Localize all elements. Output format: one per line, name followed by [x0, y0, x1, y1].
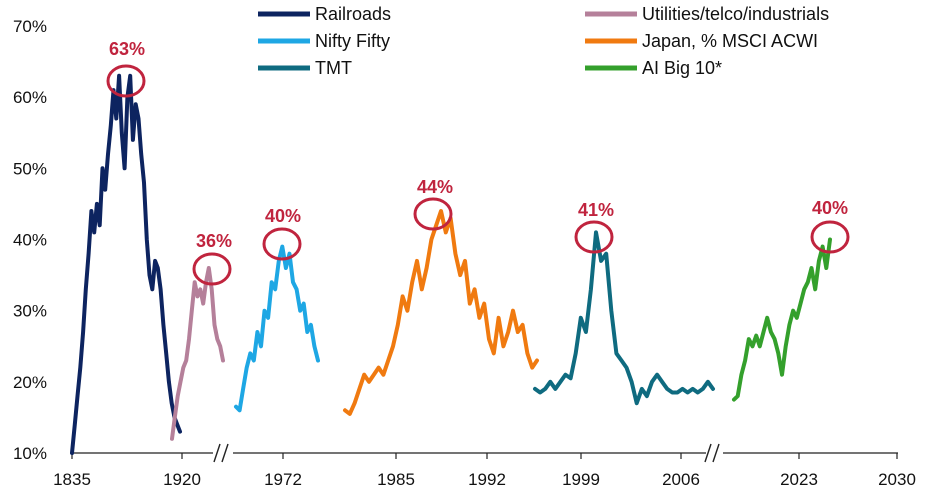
- x-tick-label: 1920: [163, 470, 201, 489]
- legend: Railroads Nifty Fifty TMT Utilities/telco/i…: [258, 4, 829, 78]
- y-tick-label: 40%: [13, 231, 47, 250]
- legend-label: TMT: [315, 58, 352, 78]
- peak-label: 41%: [578, 200, 614, 220]
- y-tick-label: 50%: [13, 159, 47, 178]
- series-line-japan-msci-acwi: [343, 209, 539, 416]
- x-tick-label: 2006: [662, 470, 700, 489]
- x-tick-label: 2023: [780, 470, 818, 489]
- legend-label: Utilities/telco/industrials: [642, 4, 829, 24]
- x-tick-label: 1972: [264, 470, 302, 489]
- legend-label: AI Big 10*: [642, 58, 722, 78]
- axis-break-mark: [213, 443, 221, 463]
- legend-label: Nifty Fifty: [315, 31, 390, 51]
- series-line-utilities-telco-industrials: [170, 266, 225, 441]
- peak-circle: [192, 252, 232, 286]
- x-tick-label: 1835: [53, 470, 91, 489]
- legend-label: Railroads: [315, 4, 391, 24]
- peak-label: 40%: [265, 206, 301, 226]
- x-tick-label: 2030: [878, 470, 916, 489]
- series-line-railroads: [70, 73, 182, 455]
- series-line-ai-big-10: [732, 237, 832, 402]
- y-tick-label: 20%: [13, 373, 47, 392]
- y-tick-label: 60%: [13, 88, 47, 107]
- y-tick-label: 10%: [13, 444, 47, 463]
- peak-circle: [413, 197, 453, 231]
- peak-circle: [574, 220, 614, 254]
- axis-break-mark: [712, 443, 720, 463]
- x-axis: 1835 1920 1972 1985 1992 1999 2006 2023 2030: [53, 443, 916, 489]
- x-tick-label: 1999: [562, 470, 600, 489]
- y-axis: 10% 20% 30% 40% 50% 60% 70%: [13, 17, 47, 463]
- x-tick-label: 1985: [377, 470, 415, 489]
- y-tick-label: 30%: [13, 302, 47, 321]
- peak-circle: [810, 220, 850, 254]
- legend-label: Japan, % MSCI ACWI: [642, 31, 818, 51]
- peak-circle: [262, 227, 302, 261]
- peak-label: 63%: [109, 39, 145, 59]
- peak-label: 40%: [812, 198, 848, 218]
- series-line-tmt: [533, 230, 715, 406]
- axis-break-mark: [221, 443, 229, 463]
- peak-label: 44%: [417, 177, 453, 197]
- axis-break-mark: [704, 443, 712, 463]
- series-line-nifty-fifty: [234, 244, 320, 413]
- peak-label: 36%: [196, 231, 232, 251]
- series-layer: 63% 36% 40% 44% 41% 40%: [70, 39, 850, 455]
- peak-circle: [106, 64, 146, 98]
- x-tick-label: 1992: [468, 470, 506, 489]
- y-tick-label: 70%: [13, 17, 47, 36]
